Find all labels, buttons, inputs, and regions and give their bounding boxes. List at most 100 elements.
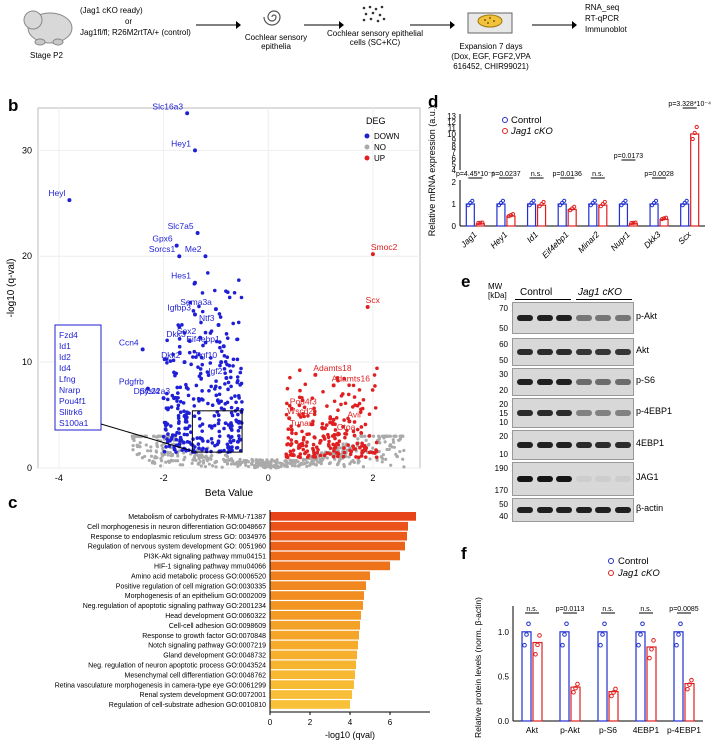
down-point [228,426,233,430]
qpcr-point [478,220,483,225]
no-point [275,466,279,470]
pvalue-label: p=0.0173 [614,153,643,160]
down-point [165,338,169,343]
down-point [197,416,202,421]
down-point [192,414,197,419]
down-point [219,349,224,354]
down-point [199,376,203,381]
up-point [319,438,323,443]
down-point [217,434,222,439]
labeled-point [221,344,226,349]
down-point [176,391,180,395]
protein-point [676,632,681,637]
down-point [212,288,217,293]
protein-bar [532,641,543,722]
down-point [199,320,203,325]
up-point [332,399,337,404]
no-point [155,444,159,449]
down-point [227,295,232,300]
no-point [258,463,262,467]
no-point [381,453,385,457]
down-point [165,437,169,441]
no-point [351,458,355,463]
down-point [228,435,233,440]
protein-point [535,642,540,648]
go-term-label: Amino acid metabolic process GO:0006520 [131,573,266,580]
down-point [196,411,201,415]
up-point [331,454,336,459]
protein-point [636,642,641,648]
gene-label: Adamts18 [313,363,352,373]
y-tick-label: 12 [447,118,456,127]
go-term-label: Retina vasculature morphogenesis in came… [55,682,266,689]
go-term-label: Notch signaling pathway GO:0007219 [148,643,266,650]
down-point [237,434,241,438]
gene-label: Sema3a [180,297,212,307]
no-point [375,458,379,462]
no-point [199,464,203,468]
down-point [200,429,204,433]
down-point [177,337,182,341]
blot-band [517,507,533,513]
no-point [196,462,200,466]
qpcr-point [692,130,697,136]
up-point [322,453,327,458]
blot-band [595,476,611,482]
down-point [185,426,190,431]
no-point [401,457,405,461]
legend-marker [502,128,508,134]
qpcr-point [653,198,659,203]
no-point [159,464,163,468]
pvalue-label: n.s. [602,606,613,613]
arrow-icon [304,21,344,29]
go-term-label: Response to growth factor GO:0070848 [142,633,266,640]
down-point [209,449,213,454]
y-tick-label: 6 [452,154,457,163]
pvalue-label: p=0.0237 [491,171,520,178]
no-point [327,461,332,466]
no-point [231,459,235,463]
blot-band [536,476,553,482]
down-point [161,434,166,439]
up-point [294,431,298,436]
down-point [171,358,176,363]
no-point [201,461,206,465]
down-point [206,401,210,406]
mouse-pup-illustration [23,10,73,46]
no-point [356,437,360,441]
down-point [164,357,169,361]
qpcr-point [592,198,597,203]
down-point [222,354,227,358]
no-point [131,437,135,441]
x-tick-label: 0 [268,718,273,727]
gene-label: Scx [366,295,381,305]
blot-band [536,315,553,321]
up-point [355,441,360,446]
up-point [301,447,306,452]
no-point [146,449,150,453]
qpcr-point [572,204,577,209]
legend-label: Control [511,115,542,126]
panel-letter-e: e [461,272,471,291]
up-point [321,426,325,431]
x-tick-label: 2 [370,473,375,483]
no-point [367,442,371,446]
down-point [218,385,222,390]
no-point [180,463,185,467]
protein-point [640,621,645,627]
down-point [192,404,197,408]
up-point [325,451,330,455]
down-point [234,400,238,405]
blot-band [517,410,533,416]
blot-band [517,379,533,385]
no-point [320,459,324,463]
down-point [176,396,180,400]
mw-marker: 40 [499,512,508,521]
no-point [389,463,393,467]
down-point [195,436,200,440]
mw-marker: 50 [499,356,508,365]
up-point [351,429,356,434]
qpcr-gene-label: Hey1 [488,229,509,250]
go-term-label: Mesenchymal cell differentiation GO:0048… [124,672,266,679]
